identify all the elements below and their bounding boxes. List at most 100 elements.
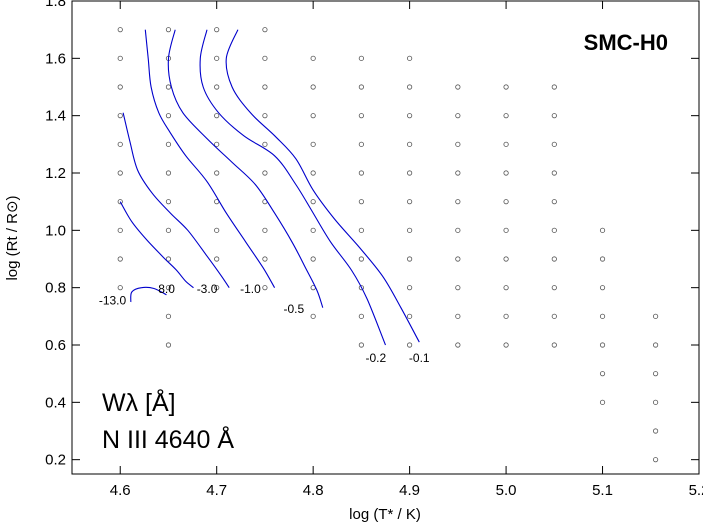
- x-tick-label: 4.9: [399, 482, 420, 499]
- model-point: [503, 113, 509, 119]
- model-point: [551, 285, 557, 291]
- model-point: [310, 170, 316, 176]
- model-point: [358, 285, 364, 291]
- model-point: [262, 113, 268, 119]
- contour-line: [122, 112, 230, 289]
- model-point: [117, 256, 123, 262]
- model-point: [599, 371, 606, 377]
- model-point: [599, 313, 606, 319]
- model-point: [551, 84, 557, 90]
- model-point: [551, 141, 557, 147]
- model-point: [503, 313, 509, 319]
- y-tick-label: 1.0: [45, 222, 66, 239]
- model-point: [214, 256, 220, 262]
- model-point: [551, 256, 557, 262]
- model-point: [551, 199, 557, 205]
- model-point: [407, 113, 413, 119]
- model-point: [652, 342, 659, 348]
- model-point: [117, 141, 123, 147]
- model-point: [551, 227, 557, 233]
- model-point: [262, 285, 268, 291]
- model-point: [262, 84, 268, 90]
- model-point: [117, 84, 123, 90]
- y-tick-label: 0.4: [45, 394, 66, 411]
- model-point: [117, 27, 123, 33]
- model-point: [214, 84, 220, 90]
- model-point: [455, 141, 461, 147]
- model-point: [358, 313, 364, 319]
- model-point: [262, 141, 268, 147]
- model-point: [310, 227, 316, 233]
- model-point: [165, 199, 172, 205]
- model-point: [165, 285, 172, 291]
- x-tick-label: 4.7: [206, 482, 227, 499]
- x-tick-labels: 4.6 4.7 4.8 4.9 5.0 5.1 5.2: [110, 482, 703, 499]
- contour-label: 8.0: [158, 282, 175, 296]
- model-point: [165, 256, 172, 262]
- model-point: [599, 227, 606, 233]
- model-point: [652, 371, 659, 377]
- model-point: [358, 256, 364, 262]
- model-point: [358, 55, 364, 61]
- model-point: [503, 84, 509, 90]
- model-point: [310, 55, 316, 61]
- plot-frame: [71, 0, 700, 475]
- model-point: [262, 227, 268, 233]
- model-point: [503, 342, 509, 348]
- model-point: [117, 170, 123, 176]
- contour-label: -0.5: [284, 302, 305, 316]
- model-point: [455, 342, 461, 348]
- model-point: [262, 27, 268, 33]
- contour-line: [225, 29, 420, 343]
- model-point: [165, 170, 172, 176]
- model-point: [310, 113, 316, 119]
- model-point: [551, 113, 557, 119]
- contour-labels: -13.0 8.0 -3.0 -1.0 -0.5 -0.2 -0.1: [99, 282, 430, 365]
- y-tick-label: 1.6: [45, 50, 66, 67]
- y-tick-label: 1.4: [45, 108, 66, 125]
- model-point: [358, 342, 364, 348]
- model-point: [117, 227, 123, 233]
- model-point: [407, 199, 413, 205]
- model-point: [214, 227, 220, 233]
- contour-line: [119, 201, 194, 289]
- model-point: [262, 170, 268, 176]
- contours: [119, 29, 420, 346]
- model-point: [165, 141, 172, 147]
- model-point: [165, 113, 172, 119]
- ticks: [72, 0, 700, 474]
- model-point: [455, 199, 461, 205]
- model-point: [455, 256, 461, 262]
- model-point: [599, 342, 606, 348]
- model-point: [117, 55, 123, 61]
- model-name-label: SMC-H0: [584, 30, 668, 55]
- model-point: [503, 199, 509, 205]
- model-point: [407, 256, 413, 262]
- model-point: [652, 399, 659, 405]
- model-point: [117, 113, 123, 119]
- contour-label: -0.2: [366, 351, 387, 365]
- x-tick-label: 4.6: [110, 482, 131, 499]
- model-point: [407, 342, 413, 348]
- model-point: [407, 227, 413, 233]
- model-point: [551, 313, 557, 319]
- model-point: [117, 199, 123, 205]
- x-tick-label: 4.8: [303, 482, 324, 499]
- model-point: [262, 256, 268, 262]
- contour-label: -1.0: [240, 282, 261, 296]
- model-point: [165, 84, 172, 90]
- model-point: [599, 399, 606, 405]
- model-point: [214, 113, 220, 119]
- model-point: [407, 55, 413, 61]
- model-point: [407, 170, 413, 176]
- model-point: [358, 227, 364, 233]
- model-point: [310, 199, 316, 205]
- model-point: [455, 313, 461, 319]
- model-grid: [117, 27, 659, 463]
- model-point: [455, 170, 461, 176]
- model-point: [407, 285, 413, 291]
- x-tick-label: 5.2: [689, 482, 703, 499]
- y-tick-label: 0.8: [45, 280, 66, 297]
- y-tick-label: 0.6: [45, 337, 66, 354]
- model-point: [310, 84, 316, 90]
